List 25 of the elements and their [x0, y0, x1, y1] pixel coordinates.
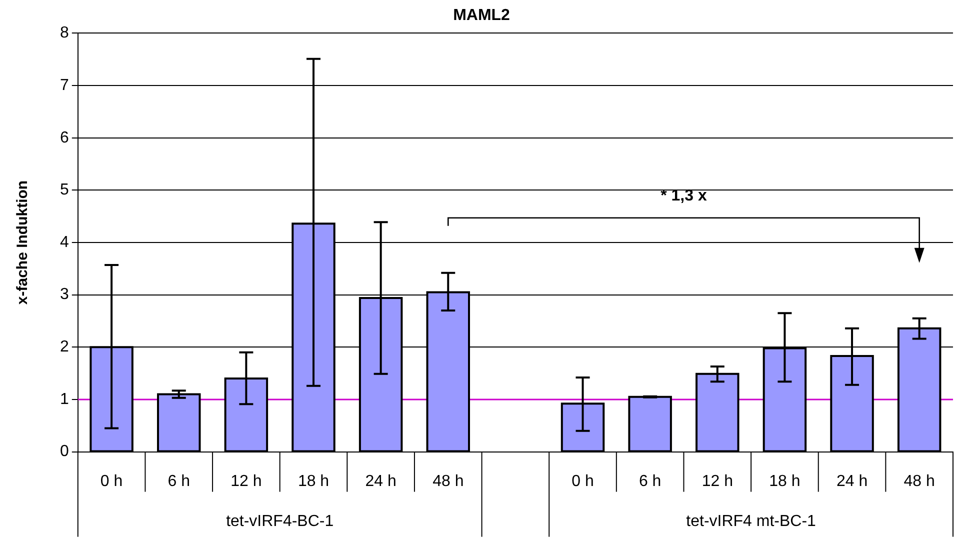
y-tick-label: 5	[60, 182, 69, 199]
x-tick-label: 0 h	[572, 472, 594, 490]
text: tet-vIRF4-BC-1	[226, 513, 334, 530]
y-tick-label: 2	[60, 338, 69, 356]
y-tick-label: 8	[60, 24, 69, 42]
x-tick-label: 18 h	[298, 472, 330, 490]
x-tick-label: 12 h	[702, 472, 733, 490]
y-tick-label: 3	[60, 286, 69, 304]
y-tick-label: 6	[60, 129, 69, 146]
y-tick-label: 1	[60, 390, 69, 408]
x-tick-label: 6 h	[168, 472, 190, 490]
chart-title: MAML2	[453, 7, 510, 24]
text: tet-vIRF4 mt-BC-1	[686, 513, 816, 530]
y-tick-label: 0	[60, 443, 69, 460]
y-tick-label: 7	[60, 76, 69, 94]
x-tick-label: 0 h	[100, 472, 123, 490]
x-tick-label: 12 h	[230, 472, 262, 490]
x-tick-label: 48 h	[432, 472, 464, 490]
x-tick-label: 24 h	[365, 472, 396, 490]
x-tick-label: 24 h	[836, 472, 868, 490]
x-tick-label: 6 h	[638, 472, 662, 490]
x-tick-label: 48 h	[904, 472, 935, 490]
y-axis-title: x-fache Induktion	[14, 180, 32, 305]
y-tick-label: 4	[60, 234, 69, 251]
x-tick-label: 18 h	[769, 472, 800, 490]
